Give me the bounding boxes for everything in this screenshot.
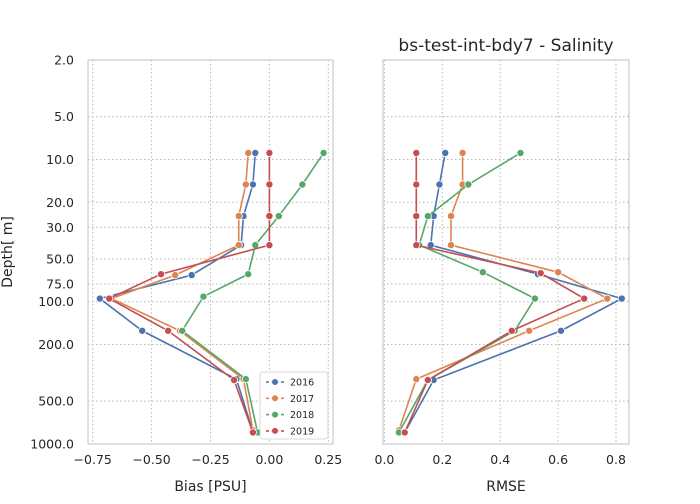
- x-axis-label: Bias [PSU]: [174, 479, 246, 495]
- data-point-2017: [171, 271, 180, 280]
- data-point-2017: [603, 294, 612, 303]
- data-point-2019: [248, 428, 257, 437]
- data-point-2017: [244, 148, 253, 157]
- data-point-2018: [199, 292, 208, 301]
- y-tick-label: 5.0: [54, 109, 74, 124]
- data-point-2018: [274, 212, 283, 221]
- data-point-2018: [241, 375, 250, 384]
- x-tick-label: 0.25: [314, 452, 342, 467]
- data-point-2019: [105, 294, 114, 303]
- data-point-2018: [530, 294, 539, 303]
- data-point-2018: [298, 180, 307, 189]
- data-point-2019: [412, 180, 421, 189]
- data-point-2016: [556, 326, 565, 335]
- chart-title: bs-test-int-bdy7 - Salinity: [398, 36, 613, 56]
- data-point-2016: [95, 294, 104, 303]
- x-tick-label: −0.25: [191, 452, 229, 467]
- y-tick-label: 1000.0: [30, 437, 74, 452]
- data-point-2016: [251, 148, 260, 157]
- legend-label: 2018: [290, 410, 314, 421]
- data-point-2019: [265, 180, 274, 189]
- data-point-2019: [164, 326, 173, 335]
- data-point-2018: [178, 326, 187, 335]
- x-axis-label: RMSE: [486, 479, 526, 495]
- y-tick-label: 10.0: [46, 152, 74, 167]
- data-point-2017: [234, 241, 243, 250]
- data-point-2019: [423, 376, 432, 385]
- data-point-2019: [265, 212, 274, 221]
- data-point-2019: [580, 294, 589, 303]
- data-point-2017: [234, 212, 243, 221]
- y-tick-label: 50.0: [46, 251, 74, 266]
- data-point-2017: [447, 212, 456, 221]
- y-tick-label: 30.0: [46, 220, 74, 235]
- data-point-2016: [187, 271, 196, 280]
- data-point-2016: [435, 180, 444, 189]
- data-point-2019: [400, 428, 409, 437]
- legend-swatch-marker: [271, 427, 279, 435]
- data-point-2019: [412, 241, 421, 250]
- series-line-2017: [398, 152, 610, 431]
- legend-box: [259, 371, 329, 440]
- data-point-2016: [248, 180, 257, 189]
- y-tick-label: 20.0: [46, 195, 74, 210]
- data-point-2017: [447, 241, 456, 250]
- data-point-2019: [536, 269, 545, 278]
- data-point-2019: [507, 326, 516, 335]
- x-tick-label: 0.8: [606, 452, 626, 467]
- data-point-2017: [525, 326, 534, 335]
- y-axis-label: Depth[ m]: [0, 216, 16, 288]
- data-point-2019: [157, 270, 166, 279]
- data-point-2017: [241, 180, 250, 189]
- x-tick-label: 0.2: [432, 452, 452, 467]
- data-point-2016: [441, 148, 450, 157]
- plot-frame: [382, 59, 630, 445]
- plot-frame: [87, 59, 334, 445]
- data-point-2019: [412, 212, 421, 221]
- data-point-2019: [265, 241, 274, 250]
- data-point-2019: [230, 376, 239, 385]
- series-line-2017: [109, 152, 254, 431]
- legend-label: 2017: [290, 394, 314, 405]
- legend-swatch-marker: [271, 394, 279, 403]
- y-tick-label: 200.0: [38, 337, 74, 352]
- data-point-2016: [138, 326, 147, 335]
- x-tick-label: 0.00: [255, 452, 283, 467]
- data-point-2018: [478, 268, 487, 277]
- data-point-2018: [516, 148, 525, 157]
- x-tick-label: 0.0: [375, 452, 395, 467]
- data-point-2018: [464, 180, 473, 189]
- legend-swatch-marker: [271, 378, 279, 386]
- data-point-2018: [319, 148, 328, 157]
- y-tick-label: 75.0: [46, 276, 74, 291]
- legend-swatch-marker: [271, 410, 279, 419]
- x-tick-label: −0.75: [74, 452, 112, 467]
- data-point-2017: [554, 268, 563, 277]
- x-tick-label: 0.6: [548, 452, 568, 467]
- y-tick-label: 100.0: [38, 294, 74, 309]
- legend-label: 2016: [290, 378, 314, 389]
- y-tick-label: 500.0: [38, 394, 74, 409]
- data-point-2018: [423, 212, 432, 221]
- data-point-2019: [412, 148, 421, 157]
- data-point-2017: [458, 148, 467, 157]
- data-point-2016: [617, 294, 626, 303]
- legend-label: 2019: [290, 426, 314, 437]
- y-tick-label: 2.0: [54, 53, 74, 68]
- x-tick-label: 0.4: [490, 452, 510, 467]
- series-line-2016: [404, 152, 624, 433]
- series-line-2019: [403, 152, 586, 433]
- data-point-2019: [265, 148, 274, 157]
- x-tick-label: −0.50: [132, 452, 170, 467]
- data-point-2017: [412, 375, 421, 384]
- data-point-2018: [244, 270, 253, 279]
- series-line-2018: [398, 152, 537, 433]
